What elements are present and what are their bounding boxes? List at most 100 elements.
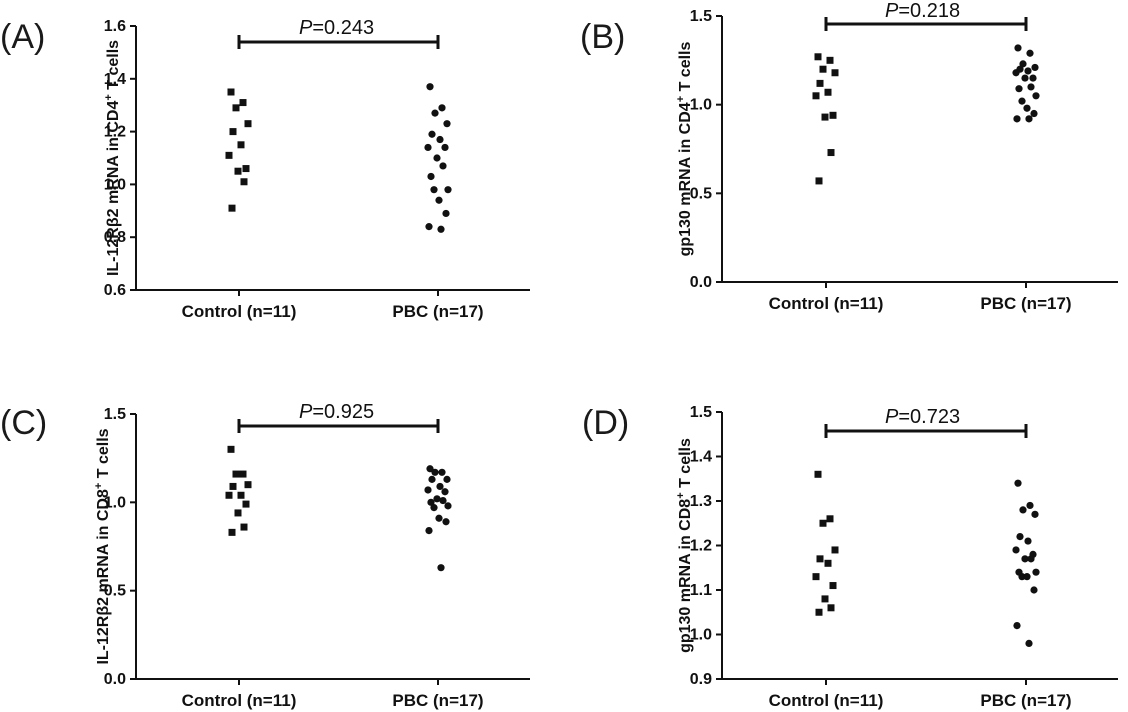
y-axis-title-sup: + [675, 96, 687, 102]
y-tick-label: 0.5 [104, 583, 126, 600]
data-point-pbc [1013, 115, 1021, 123]
p-value-symbol: P [299, 401, 313, 423]
data-point-control [816, 79, 824, 87]
data-point-control [240, 523, 248, 531]
y-axis-title-main: gp130 mRNA in CD4 [677, 102, 694, 256]
data-point-pbc [442, 209, 450, 218]
data-point-pbc [1019, 60, 1027, 68]
data-point-control [819, 519, 827, 527]
data-point-pbc [1023, 573, 1031, 581]
data-point-pbc [1030, 586, 1038, 594]
data-point-pbc [427, 498, 435, 506]
data-point-pbc [433, 154, 441, 162]
p-value-symbol: P [885, 0, 899, 22]
data-point-pbc [435, 514, 443, 522]
data-point-pbc [436, 482, 444, 491]
data-point-pbc [1014, 44, 1022, 52]
y-tick-label: 1.5 [104, 406, 126, 423]
data-point-control [831, 69, 839, 77]
data-point-control [244, 120, 252, 128]
panel-d: (D) 0.9 1.0 1.1 1.2 1.3 1.4 1.5 Control (n=11) PB… [582, 404, 1118, 710]
panel-c: (C) 0.0 0.5 1.0 1.5 Control (n=11) PBC (n=17) I… [0, 401, 530, 710]
y-axis-title-main: IL-12Rβ2 mRNA in CD8 [95, 489, 112, 665]
data-point-pbc [1023, 104, 1031, 112]
panel-label: (A) [0, 18, 45, 56]
data-point-control [812, 92, 820, 100]
data-point-control [821, 595, 829, 603]
data-point-control [814, 53, 822, 61]
p-value-number: =0.723 [898, 406, 960, 428]
y-axis-title-tail: T cells [105, 40, 122, 94]
data-point-pbc [443, 120, 451, 128]
data-point-pbc [441, 143, 449, 152]
data-point-pbc [1032, 568, 1040, 576]
data-point-pbc [1026, 49, 1034, 57]
y-tick-label: 0.6 [104, 282, 126, 299]
data-point-control [227, 88, 235, 96]
y-tick-label: 1.5 [690, 8, 712, 25]
data-point-pbc [1018, 97, 1026, 105]
data-point-pbc [1030, 109, 1038, 118]
data-point-control [244, 481, 252, 489]
data-point-pbc [1012, 546, 1020, 554]
panel-label: (B) [580, 18, 625, 56]
data-point-pbc [426, 83, 434, 91]
data-point-pbc [441, 488, 449, 496]
data-point-pbc [1024, 67, 1032, 75]
p-value-number: =0.218 [898, 0, 960, 22]
data-point-control [237, 141, 245, 149]
data-point-pbc [1027, 83, 1035, 91]
data-point-pbc [436, 135, 444, 144]
y-tick-label: 1.0 [104, 176, 126, 193]
data-point-pbc [442, 518, 450, 526]
data-point-pbc [439, 162, 447, 170]
data-point-pbc [1013, 622, 1021, 630]
y-tick-label: 1.6 [104, 18, 126, 35]
y-tick-label: 1.2 [104, 124, 126, 141]
data-point-control [234, 167, 242, 175]
data-point-pbc [1026, 501, 1034, 510]
data-point-control [812, 573, 820, 581]
data-point-control [819, 65, 827, 73]
data-point-control [229, 482, 237, 490]
x-category-label: PBC (n=17) [980, 691, 1071, 710]
y-axis-title: IL-12Rβ2 mRNA in CD8+ T cells [93, 428, 112, 664]
x-category-label: PBC (n=17) [980, 294, 1071, 313]
y-tick-label: 1.0 [690, 97, 712, 114]
x-category-label: PBC (n=17) [392, 302, 483, 321]
x-category-label: PBC (n=17) [392, 691, 483, 710]
y-tick-label: 1.2 [690, 538, 712, 555]
data-point-pbc [431, 468, 439, 476]
data-point-pbc [1021, 555, 1029, 563]
data-point-pbc [1018, 573, 1026, 581]
data-point-control [228, 528, 236, 536]
data-point-pbc [1012, 69, 1020, 77]
data-point-control [826, 56, 834, 64]
data-point-pbc [426, 465, 434, 473]
y-axis-title-main: IL-12Rβ2 mRNA in CD4 [105, 101, 122, 277]
data-point-control [827, 149, 835, 157]
data-point-control [239, 99, 247, 107]
data-point-pbc [427, 172, 435, 181]
y-axis-title-main: gp130 mRNA in CD8 [677, 499, 694, 653]
data-point-control [240, 178, 248, 186]
p-value-number: =0.243 [312, 17, 374, 39]
y-axis-title-tail: T cells [677, 42, 694, 96]
p-value-label: P=0.925 [299, 401, 374, 423]
x-category-label: Control (n=11) [769, 691, 884, 710]
y-tick-label: 1.0 [104, 494, 126, 511]
panel-label: (C) [0, 404, 47, 442]
data-point-pbc [439, 496, 447, 505]
data-point-control [232, 470, 240, 478]
data-point-pbc [444, 186, 452, 194]
y-tick-label: 1.4 [690, 449, 712, 466]
data-point-control [827, 604, 835, 612]
data-point-control [824, 559, 832, 567]
data-point-pbc [1031, 63, 1039, 72]
data-point-control [234, 509, 242, 517]
y-axis-title-sup: + [675, 492, 687, 498]
data-point-control [816, 555, 824, 563]
data-point-control [239, 470, 247, 478]
data-point-pbc [431, 109, 439, 117]
